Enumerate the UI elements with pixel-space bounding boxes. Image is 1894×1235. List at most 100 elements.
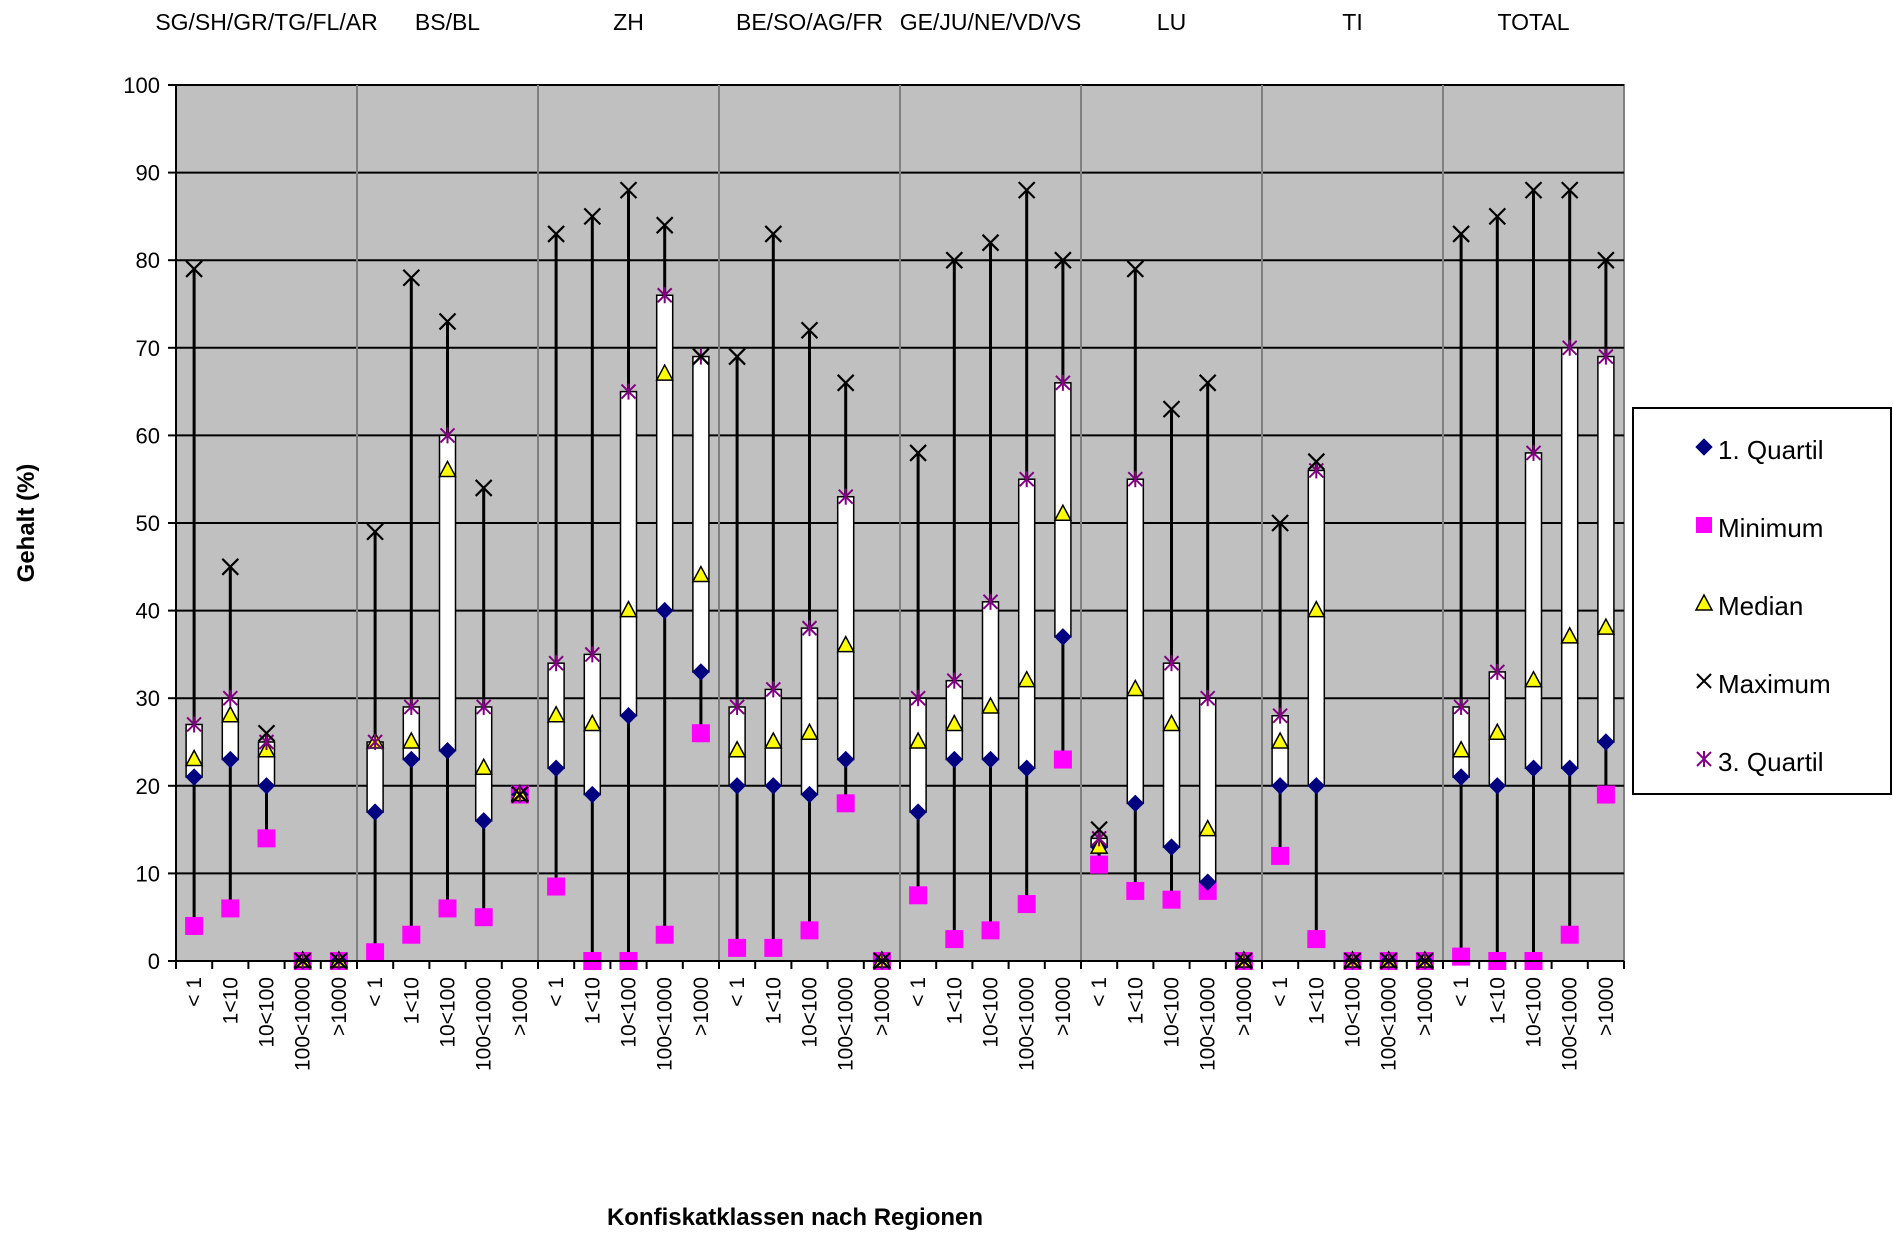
- box-group: [546, 225, 566, 896]
- x-tick-label: < 1: [1269, 977, 1292, 1007]
- median-marker: [981, 696, 1000, 714]
- box-group: [1162, 400, 1181, 909]
- median-marker: [583, 713, 602, 732]
- min-marker: [221, 899, 240, 918]
- legend-label-q1: 1. Quartil: [1718, 435, 1824, 465]
- max-marker: [257, 724, 276, 743]
- y-axis-title: Gehalt (%): [13, 464, 40, 583]
- x-tick-label: >1000: [1414, 977, 1437, 1036]
- max-marker: [438, 312, 457, 331]
- max-marker: [1488, 207, 1507, 226]
- max-marker: [619, 181, 638, 199]
- median-marker: [836, 635, 855, 653]
- median-marker: [1451, 740, 1471, 758]
- legend-item-q1: 1. Quartil: [1634, 429, 1890, 469]
- q1-marker: [1524, 759, 1543, 777]
- q3-marker: [729, 698, 745, 715]
- q1-marker: [909, 803, 927, 821]
- q1-marker: [185, 768, 203, 786]
- min-marker: [1596, 785, 1615, 804]
- median-marker: [908, 731, 928, 749]
- q3-marker: [548, 655, 564, 672]
- median-marker: [1198, 819, 1217, 837]
- x-tick-label: >1000: [328, 977, 351, 1036]
- x-tick-label: 100<1000: [292, 977, 315, 1071]
- x-tick-label: 1<10: [762, 977, 785, 1024]
- min-marker: [764, 938, 783, 957]
- max-stroke: [185, 260, 203, 278]
- q3-marker: [186, 716, 202, 733]
- max-stroke: [402, 268, 421, 287]
- iqr-box: [836, 495, 855, 761]
- x-tick-label: >1000: [1233, 977, 1256, 1036]
- x-tick-label: 100<1000: [1016, 977, 1039, 1071]
- region-label: BS/BL: [415, 9, 480, 35]
- iqr-box: [800, 627, 819, 796]
- max-stroke: [438, 312, 457, 331]
- box-group: [402, 268, 421, 944]
- box-group: [1017, 181, 1036, 914]
- q1-marker: [655, 601, 674, 620]
- iqr-box: [1524, 452, 1543, 770]
- q1-marker: [1488, 777, 1507, 795]
- max-stroke: [474, 479, 493, 497]
- max-marker: [909, 444, 927, 462]
- x-tick-label: 10<100: [1342, 977, 1365, 1048]
- min-marker: [1017, 895, 1036, 914]
- min-marker: [438, 899, 457, 918]
- box-group: [583, 207, 602, 970]
- min-marker: [800, 921, 819, 940]
- median-marker: [402, 731, 421, 749]
- x-tick-label: 1<10: [943, 977, 966, 1024]
- diamond-marker-icon: [1695, 438, 1713, 456]
- q3-marker: [765, 681, 782, 698]
- max-stroke: [547, 225, 565, 243]
- x-tick-label: 100<1000: [1559, 977, 1582, 1071]
- box-group: [1451, 225, 1471, 966]
- min-marker: [257, 829, 276, 848]
- q3-marker: [1272, 707, 1288, 724]
- box-group: [474, 479, 493, 927]
- q3-marker: [1453, 698, 1469, 715]
- median-marker: [1560, 626, 1579, 644]
- x-tick-label: 1<10: [1486, 977, 1509, 1024]
- x-tick-label: < 1: [364, 977, 387, 1007]
- median-marker: [691, 564, 711, 583]
- q3-marker: [584, 646, 601, 663]
- max-stroke: [945, 251, 964, 269]
- box-group: [800, 321, 819, 940]
- q3-marker: [656, 287, 673, 304]
- x-tick-label: >1000: [871, 977, 894, 1036]
- max-marker: [800, 321, 819, 340]
- max-stroke: [800, 321, 819, 340]
- max-marker: [1126, 260, 1145, 278]
- legend-label-median: Median: [1718, 591, 1804, 621]
- y-tick-label: 90: [136, 161, 160, 186]
- x-axis-title: Konfiskatklassen nach Regionen: [607, 1204, 983, 1231]
- box-group: [184, 260, 204, 935]
- x-tick-label: 100<1000: [654, 977, 677, 1071]
- q3-marker: [801, 620, 818, 637]
- max-stroke: [764, 225, 783, 243]
- legend-item-q3: 3. Quartil: [1634, 741, 1890, 781]
- min-marker: [691, 724, 710, 743]
- q1-marker: [1597, 733, 1615, 751]
- x-tick-label: 10<100: [618, 977, 641, 1048]
- box-group: [981, 233, 1000, 940]
- iqr-box: [1162, 662, 1181, 848]
- q1-marker: [619, 707, 638, 725]
- q1-marker: [1126, 794, 1145, 813]
- q3-marker: [837, 488, 854, 505]
- q1-marker: [402, 750, 421, 769]
- max-marker: [221, 558, 240, 576]
- q1-marker: [836, 750, 855, 769]
- box-group: [691, 347, 711, 743]
- boxes: [184, 181, 1616, 970]
- max-stroke: [1488, 207, 1507, 226]
- q1-marker: [1054, 628, 1072, 646]
- max-marker: [402, 268, 421, 287]
- x-tick-label: < 1: [726, 977, 749, 1007]
- x-tick-labels: < 1 1<10 10<100 100<1000 >1000 < 1 1<10 10<100 1…: [183, 977, 1618, 1071]
- median-marker: [1162, 713, 1181, 732]
- box-group: [1198, 374, 1217, 900]
